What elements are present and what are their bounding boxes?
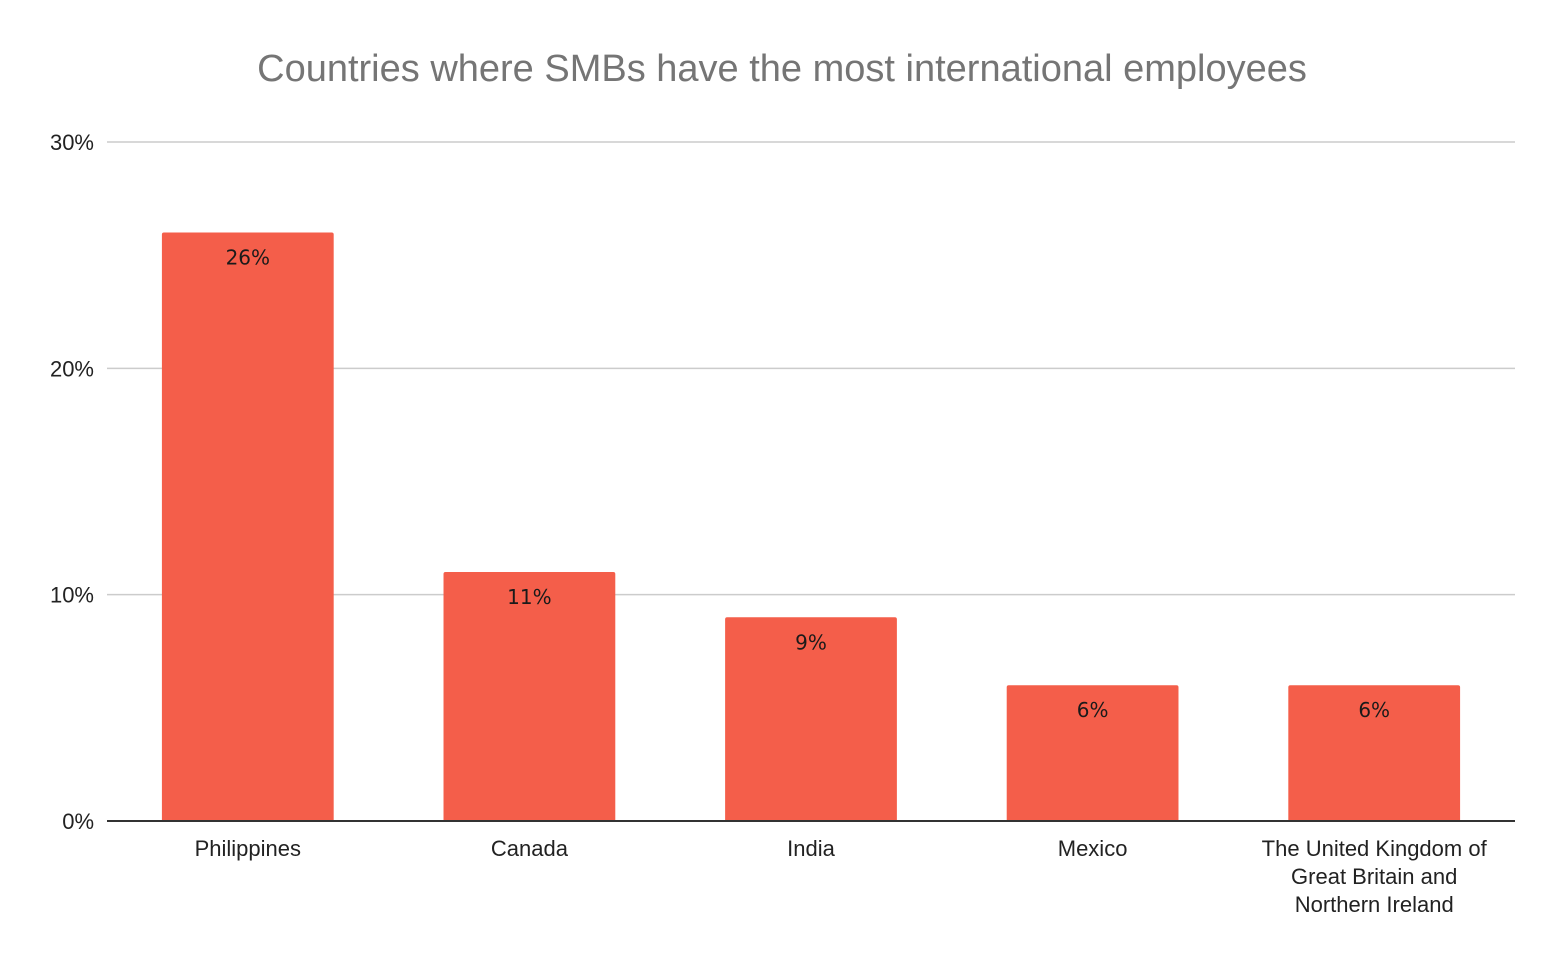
- y-tick-label: 20%: [50, 356, 94, 381]
- data-label: 11%: [507, 585, 551, 609]
- x-tick-label: The United Kingdom of: [1262, 836, 1488, 861]
- chart-title: Countries where SMBs have the most inter…: [257, 48, 1307, 90]
- x-tick-label: Canada: [491, 836, 569, 861]
- data-label: 9%: [795, 630, 827, 654]
- y-tick-label: 0%: [62, 809, 94, 834]
- data-label: 26%: [226, 246, 270, 270]
- bar: [161, 232, 334, 822]
- x-tick-label: India: [787, 836, 835, 861]
- x-tick-label: Philippines: [195, 836, 301, 861]
- y-tick-label: 30%: [50, 130, 94, 155]
- x-tick-label: Mexico: [1058, 836, 1128, 861]
- bar: [725, 617, 897, 821]
- data-label: 6%: [1077, 698, 1109, 722]
- data-label: 6%: [1358, 698, 1390, 722]
- bar: [443, 572, 616, 821]
- x-tick-label: Northern Ireland: [1295, 892, 1454, 917]
- bar: [1006, 685, 1179, 821]
- bar: [1288, 685, 1461, 821]
- x-tick-label: Great Britain and: [1291, 864, 1457, 889]
- y-tick-label: 10%: [50, 583, 94, 608]
